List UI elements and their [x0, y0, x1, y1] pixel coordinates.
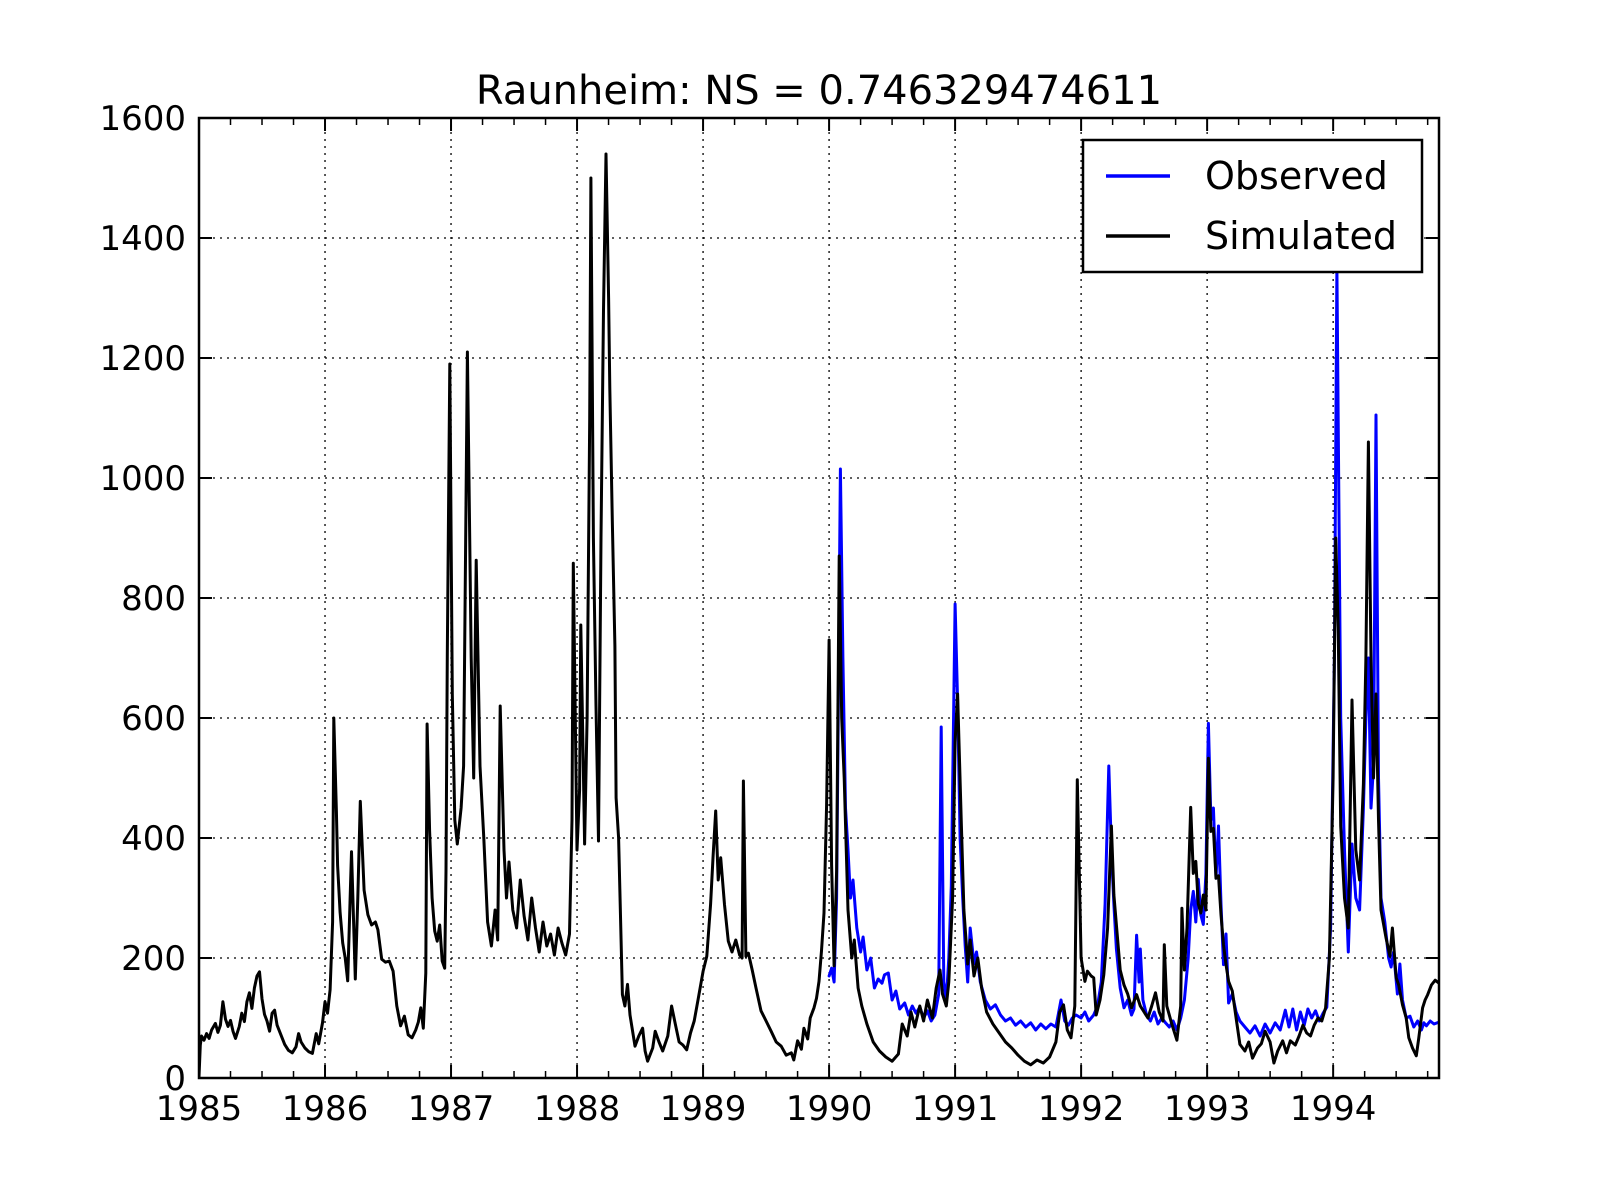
y-tick-label: 1200 [99, 339, 186, 379]
y-tick-label: 400 [121, 819, 186, 859]
legend-label-simulated: Simulated [1205, 214, 1397, 258]
x-tick-label: 1985 [156, 1089, 243, 1129]
y-tick-label: 800 [121, 579, 186, 619]
x-tick-label: 1989 [660, 1089, 747, 1129]
y-tick-label: 1000 [99, 459, 186, 499]
y-tick-label: 200 [121, 939, 186, 979]
plot-border [197, 116, 1441, 1080]
series-line-simulated [199, 152, 1439, 1078]
x-tick-label: 1991 [912, 1089, 999, 1129]
y-tick-label: 1600 [99, 99, 186, 139]
x-tick-label: 1986 [282, 1089, 369, 1129]
legend-label-observed: Observed [1205, 154, 1388, 198]
y-tick-label: 0 [164, 1059, 186, 1099]
chart-title: Raunheim: NS = 0.746329474611 [476, 68, 1162, 114]
y-tick-label: 600 [121, 699, 186, 739]
legend-box [1081, 138, 1424, 274]
x-tick-label: 1992 [1038, 1089, 1125, 1129]
x-tick-label: 1994 [1290, 1089, 1377, 1129]
x-tick-label: 1990 [786, 1089, 873, 1129]
x-tick-label: 1993 [1164, 1089, 1251, 1129]
legend: Observed Simulated [1081, 138, 1424, 274]
x-tick-label: 1987 [408, 1089, 495, 1129]
y-tick-label: 1400 [99, 219, 186, 259]
x-tick-label: 1988 [534, 1089, 621, 1129]
